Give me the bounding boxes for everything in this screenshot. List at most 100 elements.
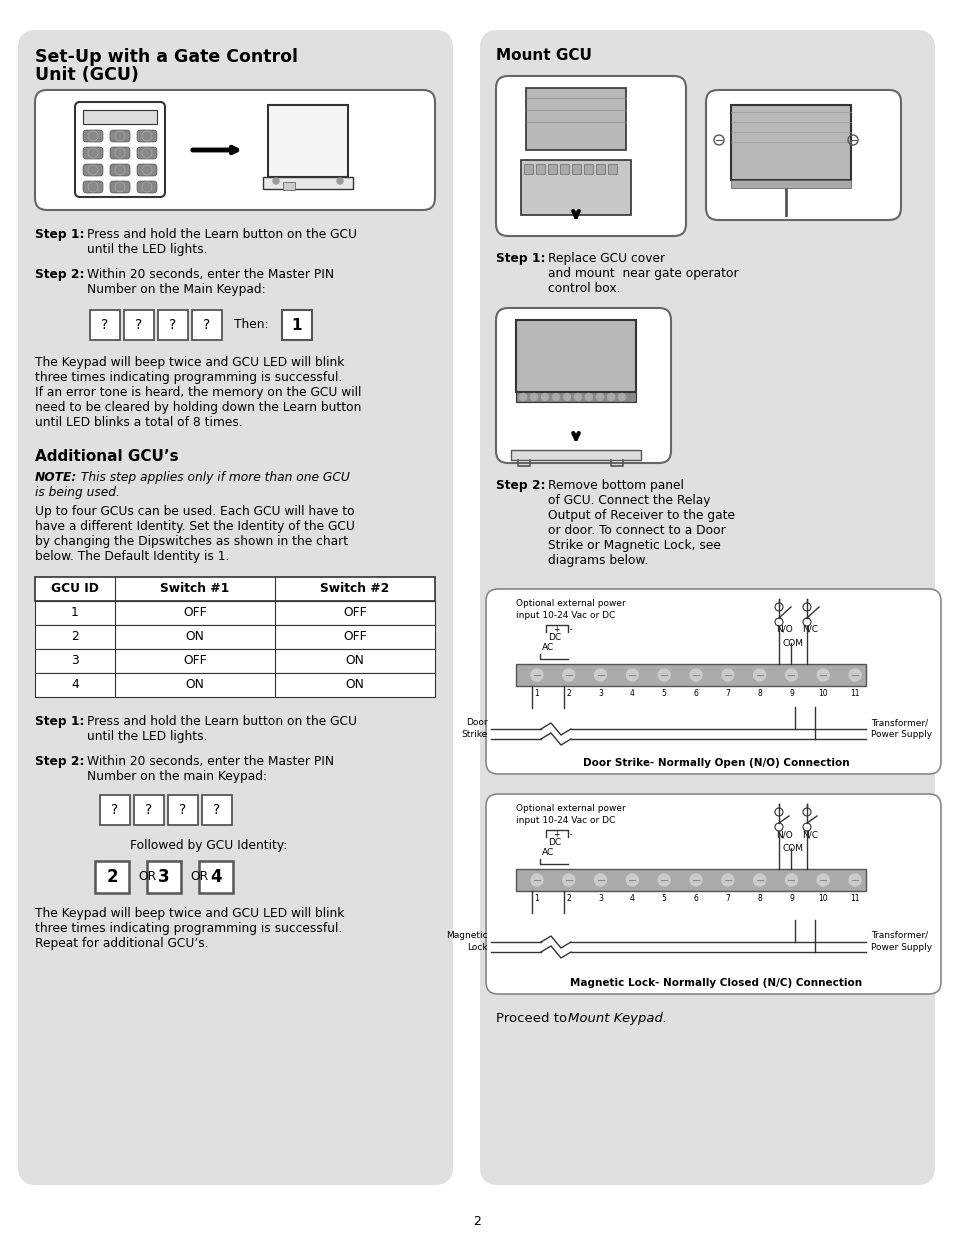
Text: Press and hold the Learn button on the GCU: Press and hold the Learn button on the G… — [87, 715, 356, 727]
Text: Door Strike- Normally Open (N/O) Connection: Door Strike- Normally Open (N/O) Connect… — [582, 758, 848, 768]
Text: 1: 1 — [71, 606, 79, 620]
Text: AC: AC — [541, 848, 554, 857]
Text: Switch #2: Switch #2 — [320, 583, 389, 595]
Bar — [90, 310, 120, 340]
Bar — [263, 177, 353, 189]
Text: Press and hold the Learn button on the GCU: Press and hold the Learn button on the G… — [87, 228, 356, 241]
Bar — [199, 861, 233, 893]
Text: Transformer/: Transformer/ — [870, 931, 927, 940]
Text: Number on the Main Keypad:: Number on the Main Keypad: — [87, 283, 265, 296]
FancyBboxPatch shape — [75, 103, 165, 198]
Text: 5: 5 — [661, 689, 666, 698]
Text: OFF: OFF — [183, 606, 207, 620]
Bar — [283, 182, 294, 190]
FancyBboxPatch shape — [110, 130, 130, 142]
FancyBboxPatch shape — [479, 30, 934, 1186]
Bar — [583, 164, 593, 174]
FancyBboxPatch shape — [83, 147, 103, 159]
Text: Power Supply: Power Supply — [870, 944, 931, 952]
FancyBboxPatch shape — [137, 130, 157, 142]
Bar — [596, 164, 604, 174]
FancyBboxPatch shape — [83, 182, 103, 193]
Text: 10: 10 — [818, 894, 827, 903]
Circle shape — [336, 178, 343, 184]
Circle shape — [541, 394, 548, 400]
Bar — [525, 88, 625, 149]
Text: Step 1:: Step 1: — [35, 228, 85, 241]
Bar — [730, 105, 850, 180]
Text: ON: ON — [186, 678, 204, 692]
Bar — [536, 164, 544, 174]
Text: ?: ? — [145, 803, 152, 818]
Bar — [35, 673, 435, 697]
Text: ?: ? — [101, 317, 109, 332]
Text: 9: 9 — [788, 894, 793, 903]
Text: Door: Door — [466, 718, 488, 727]
Text: below. The Default Identity is 1.: below. The Default Identity is 1. — [35, 550, 229, 563]
Bar — [572, 164, 580, 174]
Circle shape — [618, 394, 625, 400]
Text: Proceed to: Proceed to — [496, 1011, 571, 1025]
Bar — [730, 180, 850, 188]
Text: 9: 9 — [788, 689, 793, 698]
Bar — [168, 795, 198, 825]
Text: Remove bottom panel: Remove bottom panel — [547, 479, 683, 492]
Text: need to be cleared by holding down the Learn button: need to be cleared by holding down the L… — [35, 401, 361, 414]
Text: OFF: OFF — [343, 606, 366, 620]
Text: three times indicating programming is successful.: three times indicating programming is su… — [35, 370, 342, 384]
Bar — [268, 105, 348, 177]
Text: Within 20 seconds, enter the Master PIN: Within 20 seconds, enter the Master PIN — [87, 268, 334, 282]
Bar — [35, 601, 435, 625]
Circle shape — [273, 178, 278, 184]
Bar — [35, 650, 435, 673]
Text: +    -: + - — [554, 830, 572, 839]
Text: Optional external power: Optional external power — [516, 804, 625, 813]
Text: ?: ? — [203, 317, 211, 332]
Circle shape — [585, 394, 592, 400]
Text: control box.: control box. — [547, 282, 619, 295]
Bar — [520, 161, 630, 215]
Text: Power Supply: Power Supply — [870, 730, 931, 739]
Bar — [147, 861, 181, 893]
Circle shape — [574, 394, 581, 400]
Circle shape — [562, 669, 574, 680]
FancyBboxPatch shape — [110, 182, 130, 193]
Bar — [35, 577, 435, 601]
Text: N/C: N/C — [801, 625, 817, 634]
Text: 5: 5 — [661, 894, 666, 903]
Text: 1: 1 — [292, 317, 302, 332]
Text: NOTE:: NOTE: — [35, 471, 77, 484]
Text: Up to four GCUs can be used. Each GCU will have to: Up to four GCUs can be used. Each GCU wi… — [35, 505, 355, 517]
FancyBboxPatch shape — [137, 164, 157, 177]
Bar — [516, 391, 636, 403]
Circle shape — [626, 874, 638, 885]
Text: and mount  near gate operator: and mount near gate operator — [547, 267, 738, 280]
Circle shape — [596, 394, 603, 400]
Text: Mount GCU: Mount GCU — [496, 48, 591, 63]
Text: Step 2:: Step 2: — [35, 268, 85, 282]
Text: The Keypad will beep twice and GCU LED will blink: The Keypad will beep twice and GCU LED w… — [35, 906, 344, 920]
Text: or door. To connect to a Door: or door. To connect to a Door — [547, 524, 725, 537]
Text: Magnetic: Magnetic — [446, 931, 488, 940]
Bar — [100, 795, 130, 825]
Circle shape — [530, 394, 537, 400]
Text: AC: AC — [541, 643, 554, 652]
Bar — [559, 164, 568, 174]
Text: 6: 6 — [693, 894, 698, 903]
Bar — [511, 450, 640, 459]
Text: ?: ? — [135, 317, 143, 332]
FancyBboxPatch shape — [35, 90, 435, 210]
Bar — [282, 310, 312, 340]
Text: 4: 4 — [629, 689, 634, 698]
Text: ?: ? — [170, 317, 176, 332]
Text: OFF: OFF — [183, 655, 207, 667]
Text: 2: 2 — [106, 868, 117, 885]
Bar — [516, 320, 636, 391]
Text: COM: COM — [782, 638, 803, 648]
Circle shape — [626, 669, 638, 680]
Text: 10: 10 — [818, 689, 827, 698]
Text: 11: 11 — [849, 894, 859, 903]
Text: Repeat for additional GCU’s.: Repeat for additional GCU’s. — [35, 937, 209, 950]
Bar — [95, 861, 129, 893]
FancyBboxPatch shape — [110, 147, 130, 159]
